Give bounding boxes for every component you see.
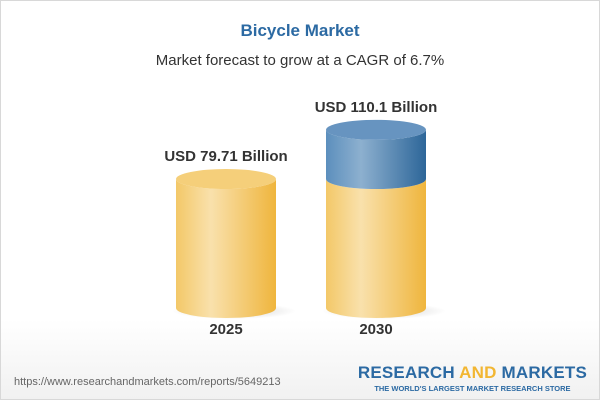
research-and-markets-logo: RESEARCH AND MARKETS THE WORLD'S LARGEST…	[358, 363, 587, 393]
data-label: USD 110.1 Billion	[315, 99, 438, 116]
logo-text-and: AND	[459, 363, 497, 382]
data-label: USD 79.71 Billion	[164, 148, 287, 165]
source-url: https://www.researchandmarkets.com/repor…	[14, 376, 281, 388]
cylinder-top-2025	[176, 169, 276, 190]
logo-text: RESEARCH	[357, 363, 460, 382]
cylinder-growth-2030	[326, 129, 426, 190]
category-label: 2025	[209, 321, 242, 338]
cylinder-base-2025	[176, 179, 276, 318]
cylinder-top-2030	[326, 119, 426, 140]
chart-title: Bicycle Market	[240, 21, 360, 40]
chart-subtitle: Market forecast to grow at a CAGR of 6.7…	[155, 52, 445, 69]
cylinder-base-2030	[326, 179, 426, 318]
logo-tagline: THE WORLD'S LARGEST MARKET RESEARCH STOR…	[374, 384, 571, 393]
category-label: 2030	[359, 321, 392, 338]
logo-text: MARKETS	[496, 363, 587, 382]
